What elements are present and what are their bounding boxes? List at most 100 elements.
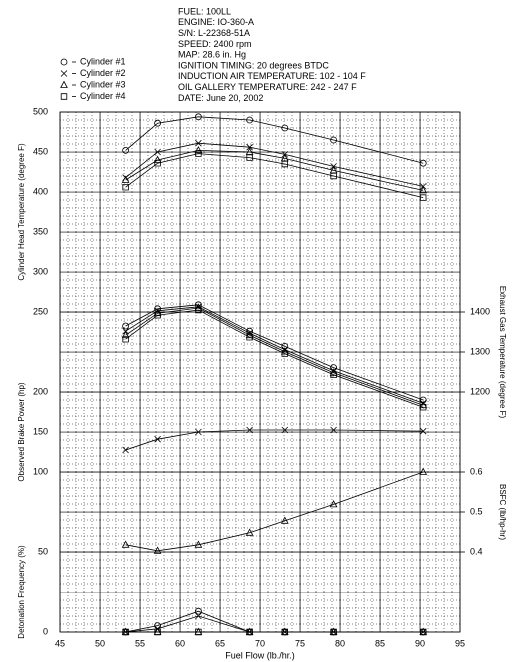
x-tick-label: 65 (215, 638, 225, 648)
marker (194, 540, 203, 548)
marker (246, 628, 253, 636)
series-line (125, 116, 424, 164)
x-tick-label: 90 (415, 638, 425, 648)
marker (330, 426, 337, 434)
marker (195, 428, 202, 436)
marker (195, 150, 202, 157)
marker (122, 628, 129, 636)
marker (122, 322, 129, 330)
marker (246, 116, 254, 124)
x-tick-label: 60 (175, 638, 185, 648)
legend-marker (60, 80, 68, 88)
y2-axis-label: Exhaust Gas Temperature (degree F) (498, 286, 507, 419)
y2-tick-label: 1300 (470, 346, 490, 356)
marker (280, 516, 289, 524)
marker (153, 155, 162, 163)
marker (195, 628, 202, 636)
marker (195, 306, 202, 314)
marker (154, 305, 162, 313)
marker (194, 607, 202, 615)
marker (246, 334, 253, 341)
marker (330, 628, 337, 636)
y-tick-label: 400 (33, 186, 48, 196)
marker (121, 330, 130, 339)
marker (419, 159, 427, 167)
marker (330, 371, 337, 378)
marker (122, 336, 129, 343)
marker (122, 147, 129, 154)
marker (122, 446, 129, 454)
header-line: OIL GALLERY TEMPERATURE: 242 - 247 F (178, 82, 357, 92)
x-axis-label: Fuel Flow (lb./hr.) (225, 650, 295, 660)
marker (122, 183, 129, 191)
x-tick-label: 55 (135, 638, 145, 648)
marker (154, 148, 161, 156)
marker (154, 312, 161, 319)
y2-tick-label: 1400 (470, 306, 490, 316)
y-tick-label: 0 (43, 626, 48, 636)
marker (281, 628, 288, 636)
marker (245, 528, 254, 536)
marker (246, 143, 253, 151)
marker (154, 159, 161, 167)
y-tick-label: 150 (33, 426, 48, 436)
marker (154, 435, 161, 443)
header-line: FUEL: 100LL (178, 6, 231, 16)
y-tick-label: 250 (33, 306, 48, 316)
marker (121, 175, 130, 183)
x-tick-label: 70 (255, 638, 265, 648)
y2-tick-label: 0.5 (470, 506, 483, 516)
legend-marker (60, 93, 68, 100)
legend-label: Cylinder #3 (80, 79, 126, 89)
marker (330, 172, 337, 180)
marker (420, 404, 427, 411)
marker (154, 622, 162, 629)
x-tick-label: 45 (55, 638, 65, 648)
marker (281, 350, 288, 357)
marker (281, 426, 289, 434)
marker (246, 327, 254, 335)
x-tick-label: 80 (335, 638, 345, 648)
marker (154, 119, 162, 127)
header-line: MAP: 28.6 in. Hg (178, 50, 246, 60)
marker (419, 427, 427, 435)
marker (330, 136, 338, 144)
marker (195, 612, 202, 620)
marker (121, 540, 130, 548)
y-tick-label: 350 (33, 226, 48, 236)
marker (420, 628, 427, 636)
y-axis-label: Detonation Frequency (%) (17, 545, 26, 639)
y-axis-label: Observed Brake Power (hp) (17, 382, 26, 481)
y2-tick-label: 1200 (470, 386, 490, 396)
header-line: IGNITION TIMING: 20 degrees BTDC (178, 60, 329, 70)
marker (153, 546, 162, 554)
y-tick-label: 100 (33, 466, 48, 476)
marker (281, 124, 289, 132)
y-tick-label: 450 (33, 146, 48, 156)
legend-marker (60, 58, 68, 66)
y-tick-label: 50 (38, 546, 48, 556)
x-tick-label: 85 (375, 638, 385, 648)
y2-axis-label: BSFC (lb/hp-hr) (498, 484, 507, 540)
header-line: INDUCTION AIR TEMPERATURE: 102 - 104 F (178, 71, 366, 81)
x-tick-label: 50 (95, 638, 105, 648)
marker (420, 194, 427, 201)
marker (194, 113, 202, 121)
y-tick-label: 300 (33, 266, 48, 276)
series-line (125, 309, 424, 408)
y2-tick-label: 0.4 (470, 546, 483, 556)
y-tick-label: 500 (33, 106, 48, 116)
marker (419, 467, 428, 475)
legend-label: Cylinder #4 (80, 91, 126, 101)
marker (246, 426, 253, 434)
marker (329, 500, 338, 508)
marker (419, 186, 428, 194)
header-line: SPEED: 2400 rpm (178, 39, 252, 49)
header-line: S/N: L-22368-51A (178, 28, 250, 38)
marker (194, 146, 203, 154)
header-line: ENGINE: IO-360-A (178, 17, 254, 27)
x-tick-label: 95 (455, 638, 465, 648)
series-line (125, 471, 424, 552)
legend-label: Cylinder #1 (80, 56, 126, 66)
